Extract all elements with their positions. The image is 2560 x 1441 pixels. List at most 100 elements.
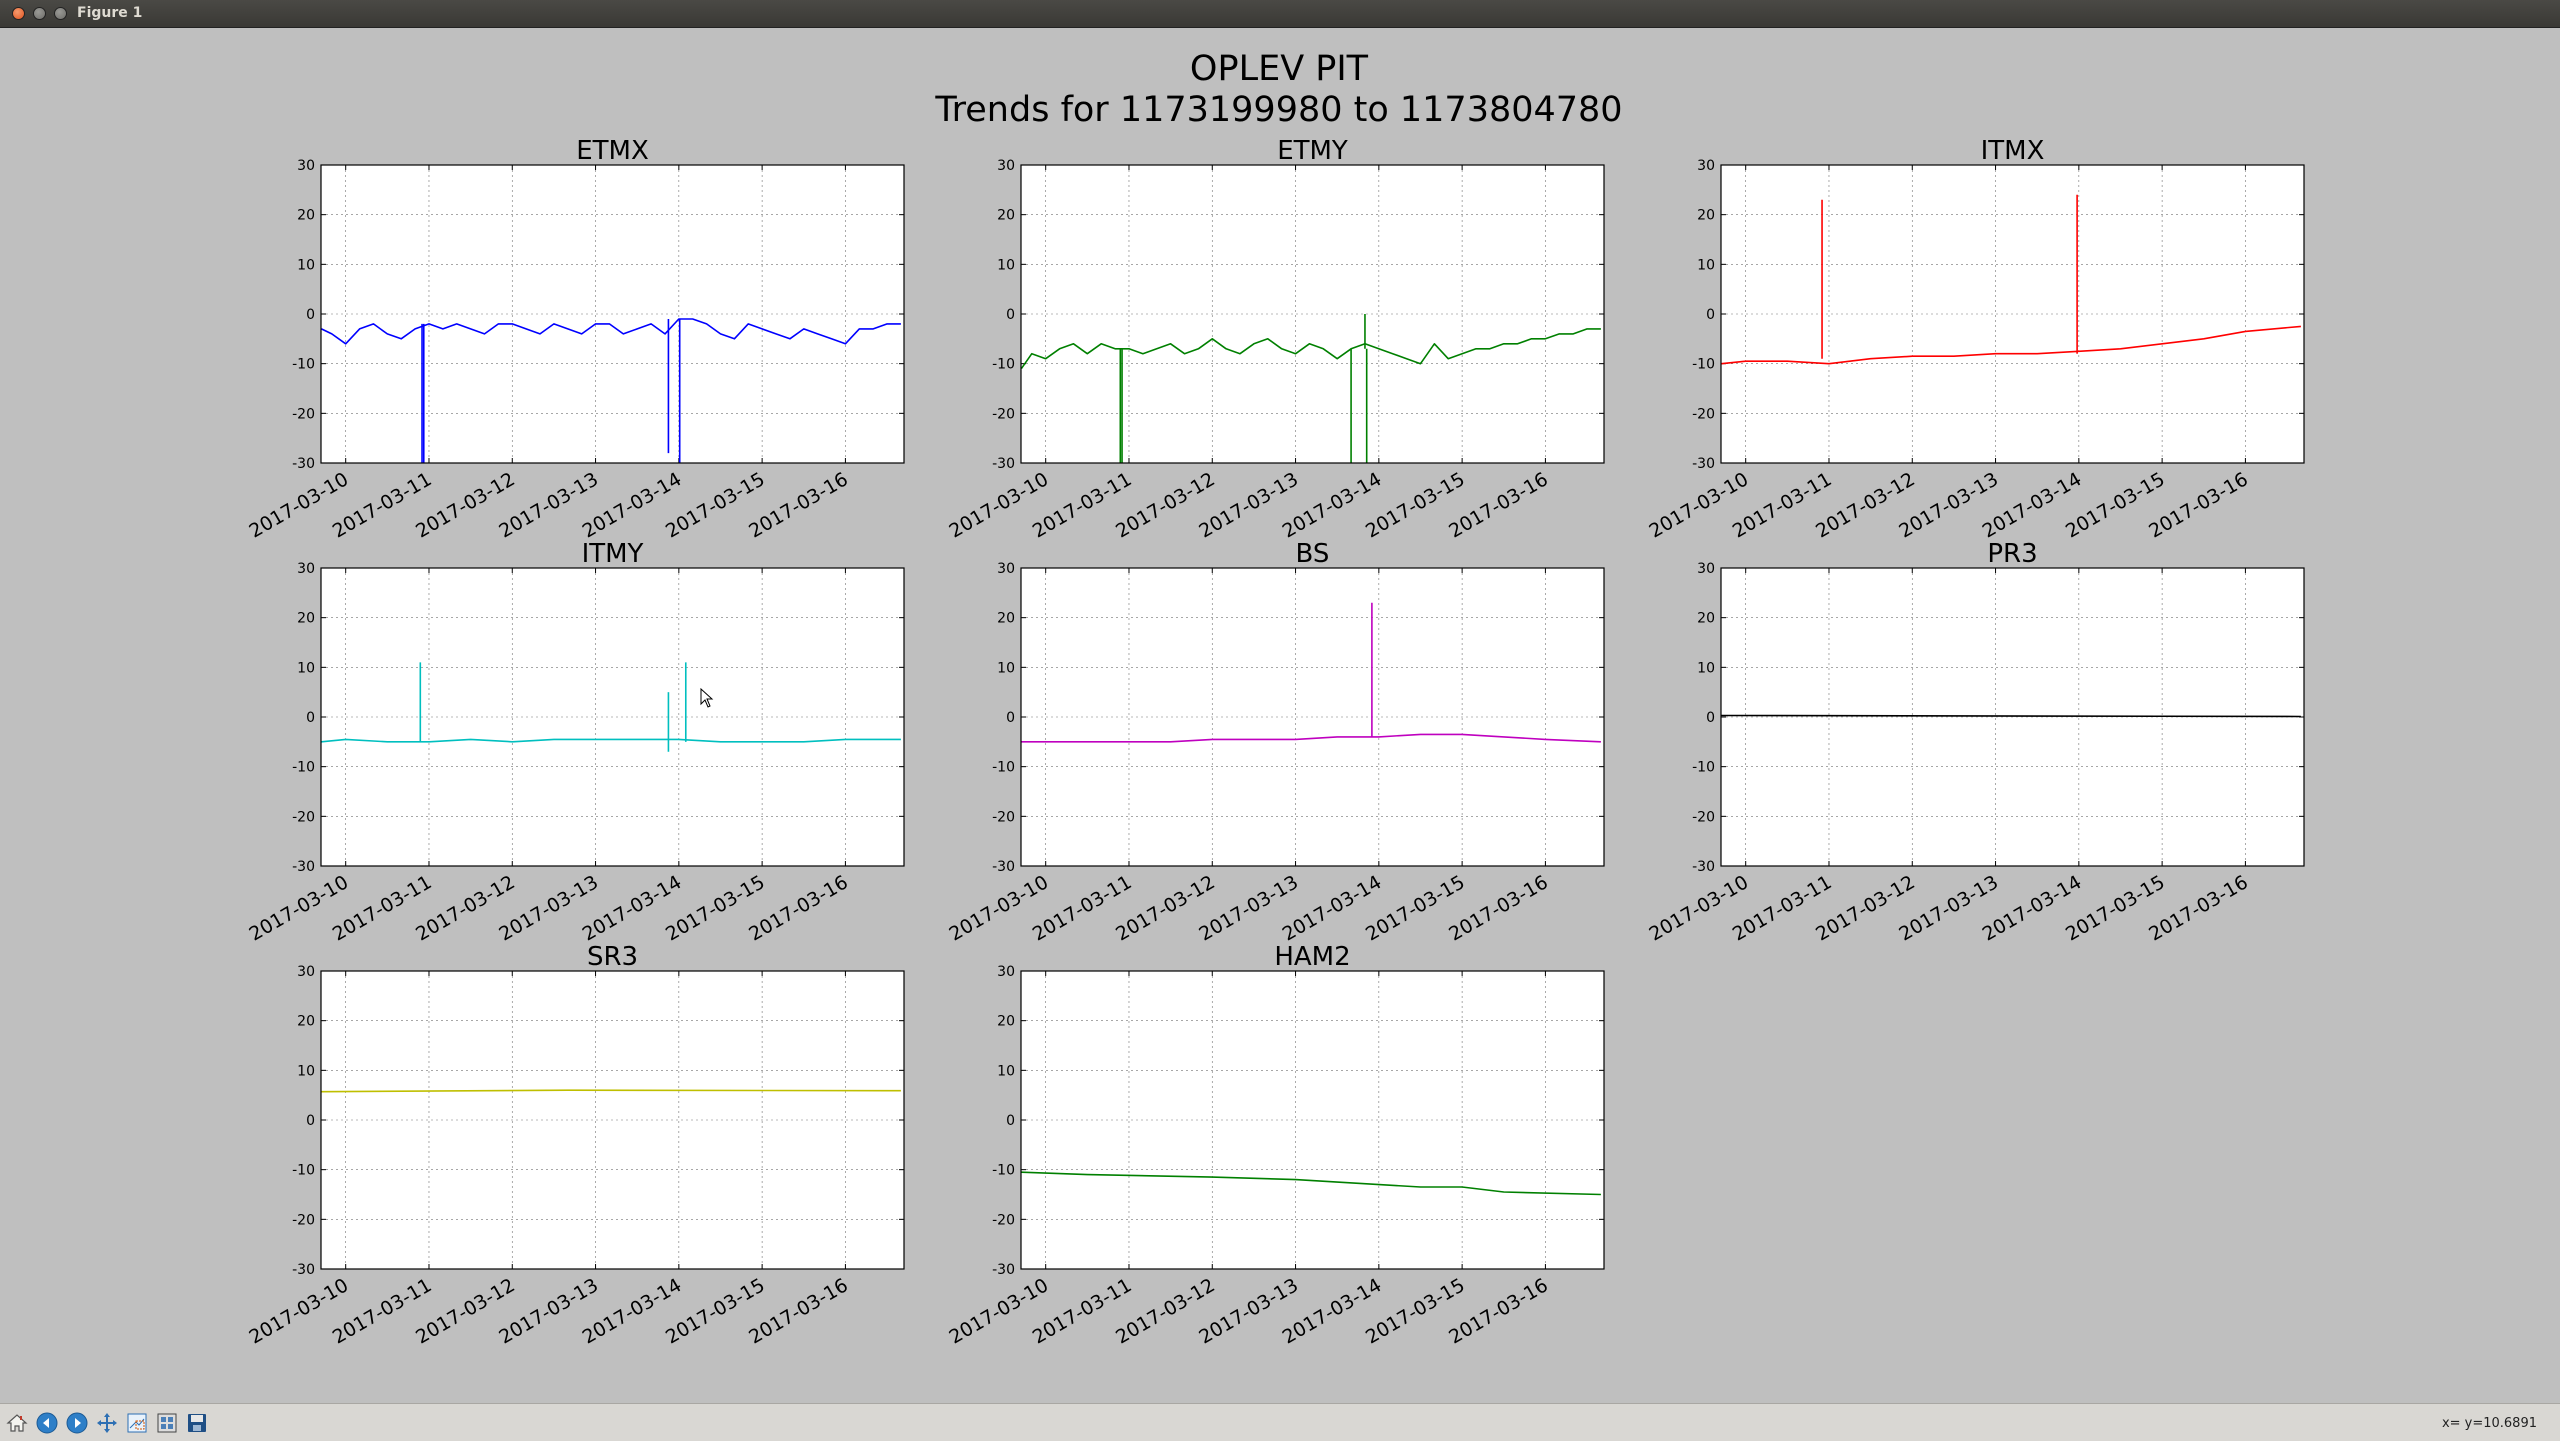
window-titlebar: Figure 1	[0, 0, 2560, 28]
plot-frame	[320, 567, 905, 867]
y-tick-label: 10	[297, 660, 315, 676]
subplot-pr3: PR33020100-10-20-302017-03-102017-03-112…	[1646, 539, 2305, 946]
subplot-title: ITMX	[1981, 136, 2045, 166]
close-window-button[interactable]	[12, 7, 25, 20]
subplot-title: BS	[1296, 539, 1330, 569]
y-tick-label: -30	[1692, 456, 1715, 472]
y-tick-label: -10	[292, 1163, 315, 1179]
minimize-window-button[interactable]	[33, 7, 46, 20]
y-tick-label: -10	[292, 357, 315, 373]
series-line-pr3	[1721, 714, 2301, 718]
series-line-itmx	[1721, 325, 2301, 365]
y-tick-label: 0	[306, 1113, 315, 1129]
y-tick-label: -20	[992, 1212, 1015, 1228]
subplot-sr3: SR33020100-10-20-302017-03-102017-03-112…	[246, 942, 905, 1349]
y-tick-label: 10	[1697, 257, 1715, 273]
subplots-icon[interactable]	[154, 1410, 180, 1436]
y-tick-label: 30	[297, 158, 315, 174]
y-tick-label: 30	[297, 561, 315, 577]
y-tick-label: -10	[992, 1163, 1015, 1179]
y-tick-label: -30	[292, 859, 315, 875]
y-tick-label: -20	[292, 406, 315, 422]
y-tick-label: 30	[297, 964, 315, 980]
maximize-window-button[interactable]	[54, 7, 67, 20]
save-icon[interactable]	[184, 1410, 210, 1436]
zoom-icon[interactable]	[124, 1410, 150, 1436]
y-tick-label: 10	[297, 1063, 315, 1079]
y-tick-label: -10	[292, 760, 315, 776]
series-line-etmx	[321, 318, 901, 345]
y-tick-label: 0	[306, 307, 315, 323]
subplot-etmy: ETMY3020100-10-20-302017-03-102017-03-11…	[946, 136, 1605, 543]
y-tick-label: -20	[292, 1212, 315, 1228]
y-tick-label: -20	[292, 809, 315, 825]
subplot-itmy: ITMY3020100-10-20-302017-03-102017-03-11…	[246, 539, 905, 946]
y-tick-label: 30	[997, 964, 1015, 980]
y-tick-label: 10	[297, 257, 315, 273]
y-tick-label: 30	[997, 561, 1015, 577]
plot-frame	[1720, 567, 2305, 867]
y-tick-label: -20	[992, 406, 1015, 422]
plot-frame	[1020, 567, 1605, 867]
y-tick-label: -20	[1692, 809, 1715, 825]
y-tick-label: 10	[997, 257, 1015, 273]
y-tick-label: -30	[992, 859, 1015, 875]
y-tick-label: 20	[297, 1014, 315, 1030]
y-tick-label: 10	[1697, 660, 1715, 676]
subplot-bs: BS3020100-10-20-302017-03-102017-03-1120…	[946, 539, 1605, 946]
y-tick-label: -20	[992, 809, 1015, 825]
y-tick-label: 0	[1706, 307, 1715, 323]
cursor-coordinate-readout: x= y=10.6891	[2441, 1416, 2537, 1431]
pan-icon[interactable]	[94, 1410, 120, 1436]
y-tick-label: -30	[292, 456, 315, 472]
mouse-pointer-icon	[700, 688, 714, 708]
series-line-sr3	[321, 1089, 901, 1093]
subplot-title: HAM2	[1274, 942, 1350, 972]
y-tick-label: 20	[297, 208, 315, 224]
figure-title-line2: Trends for 1173199980 to 1173804780	[934, 90, 1622, 130]
y-tick-label: 20	[997, 611, 1015, 627]
subplot-title: ETMX	[576, 136, 649, 166]
y-tick-label: 10	[997, 1063, 1015, 1079]
subplot-itmx: ITMX3020100-10-20-302017-03-102017-03-11…	[1646, 136, 2305, 543]
y-tick-label: -30	[992, 1262, 1015, 1278]
subplot-title: ETMY	[1277, 136, 1348, 166]
home-icon[interactable]	[4, 1410, 30, 1436]
y-tick-label: -20	[1692, 406, 1715, 422]
subplot-title: SR3	[587, 942, 638, 972]
y-tick-label: 30	[1697, 561, 1715, 577]
y-tick-label: 30	[1697, 158, 1715, 174]
forward-icon[interactable]	[64, 1410, 90, 1436]
figure-canvas[interactable]: OPLEV PIT Trends for 1173199980 to 11738…	[3, 28, 2557, 1400]
figure-title-line1: OPLEV PIT	[1190, 49, 1369, 89]
y-tick-label: 0	[306, 710, 315, 726]
y-tick-label: 20	[1697, 611, 1715, 627]
navigation-toolbar: x= y=10.6891	[0, 1403, 2560, 1441]
y-tick-label: 20	[1697, 208, 1715, 224]
y-tick-label: -30	[1692, 859, 1715, 875]
plot-frame	[1020, 970, 1605, 1270]
y-tick-label: 20	[997, 208, 1015, 224]
y-tick-label: 30	[997, 158, 1015, 174]
plot-frame	[1020, 164, 1605, 464]
y-tick-label: -30	[992, 456, 1015, 472]
subplot-title: PR3	[1987, 539, 2037, 569]
plot-frame	[1720, 164, 2305, 464]
y-tick-label: -30	[292, 1262, 315, 1278]
y-tick-label: -10	[992, 760, 1015, 776]
y-tick-label: -10	[992, 357, 1015, 373]
subplot-title: ITMY	[582, 539, 644, 569]
back-icon[interactable]	[34, 1410, 60, 1436]
y-tick-label: 20	[297, 611, 315, 627]
series-line-bs	[1021, 733, 1601, 743]
plot-frame	[320, 164, 905, 464]
y-tick-label: 0	[1006, 307, 1015, 323]
plot-frame	[320, 970, 905, 1270]
series-line-itmy	[321, 738, 901, 743]
window-title: Figure 1	[77, 5, 143, 21]
figure-svg: OPLEV PIT Trends for 1173199980 to 11738…	[246, 49, 2305, 1349]
y-tick-label: 0	[1706, 710, 1715, 726]
subplot-ham2: HAM23020100-10-20-302017-03-102017-03-11…	[946, 942, 1605, 1349]
y-tick-label: -10	[1692, 760, 1715, 776]
series-line-etmy	[1020, 328, 1601, 370]
